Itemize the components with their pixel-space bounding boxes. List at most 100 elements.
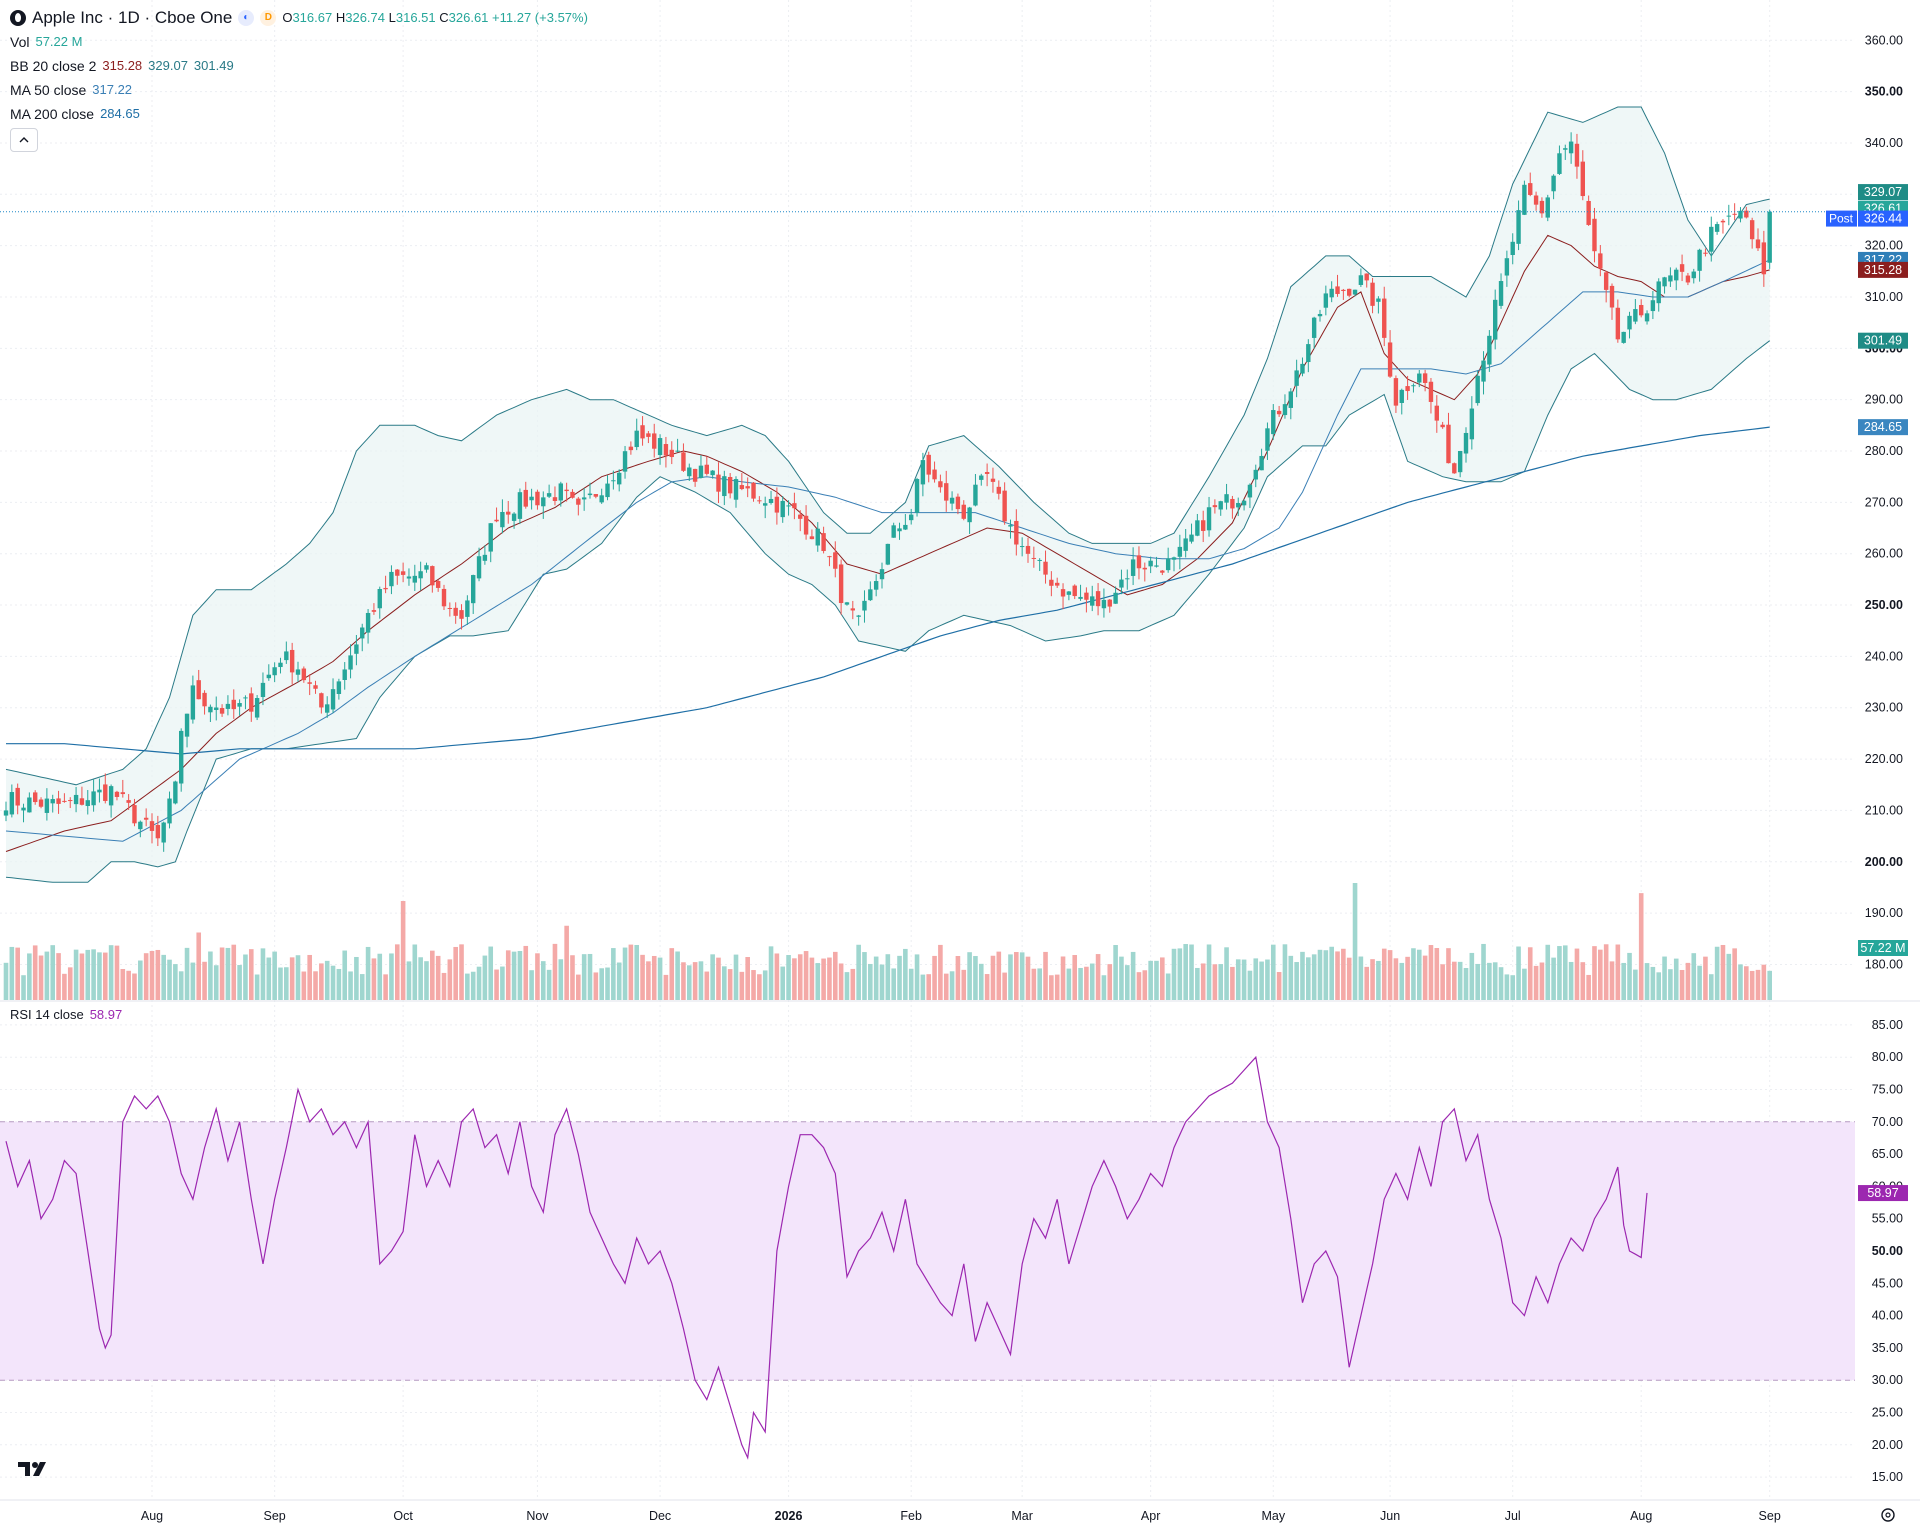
legend-collapse-button[interactable] — [10, 128, 38, 152]
volume-bar — [745, 957, 750, 1000]
volume-bar — [552, 943, 558, 1000]
volume-bar — [1562, 945, 1568, 1000]
price-tick-label: 320.00 — [1865, 239, 1903, 253]
legend-ma50[interactable]: MA 50 close 317.22 — [10, 78, 588, 102]
candle-body — [97, 789, 102, 793]
volume-bar — [272, 951, 277, 1000]
volume-bar — [284, 967, 289, 1000]
candle-body — [646, 433, 651, 437]
time-tick-label: Mar — [1011, 1509, 1033, 1523]
volume-bar — [844, 972, 850, 1000]
volume-bar — [1323, 950, 1329, 1000]
ma50-value: 317.22 — [92, 82, 133, 97]
volume-bar — [891, 968, 896, 1000]
settings-gear-icon[interactable] — [1881, 1508, 1895, 1522]
time-tick-label: Sep — [264, 1509, 286, 1523]
candle-body — [1592, 218, 1597, 252]
candle-body — [1621, 331, 1626, 343]
delayed-data-icon[interactable]: D — [260, 10, 277, 26]
candle-body — [1078, 596, 1083, 599]
volume-bar — [190, 962, 196, 1000]
volume-bar — [202, 961, 207, 1000]
volume-bar — [686, 965, 692, 1000]
volume-bar — [955, 955, 961, 1000]
candle-body — [1195, 520, 1200, 536]
volume-bar — [938, 944, 943, 1000]
volume-bar — [722, 966, 727, 1000]
candle-body — [909, 514, 914, 521]
candle-body — [360, 627, 365, 639]
legend-bb[interactable]: BB 20 close 2 315.28 329.07 301.49 — [10, 54, 588, 78]
candle-body — [1726, 215, 1731, 217]
legend-volume[interactable]: Vol 57.22 M — [10, 30, 588, 54]
volume-bar — [1703, 956, 1708, 1000]
candle-body — [1259, 455, 1264, 471]
candle-body — [354, 644, 359, 654]
volume-bar — [1749, 970, 1755, 1000]
volume-bar — [1124, 965, 1130, 1000]
volume-bar — [365, 946, 371, 1000]
volume-bar — [430, 950, 435, 1000]
candle-body — [500, 511, 505, 528]
volume-bar — [400, 901, 406, 1000]
candle-body — [73, 794, 79, 805]
volume-bar — [1685, 962, 1691, 1000]
volume-bar — [511, 951, 517, 1000]
volume-bar — [383, 974, 388, 1000]
volume-bar — [1206, 944, 1212, 1000]
candle-body — [1136, 555, 1142, 569]
candle-body — [383, 587, 388, 590]
legend-ma200[interactable]: MA 200 close 284.65 — [10, 102, 588, 126]
candle-body — [1206, 507, 1212, 531]
candle-body — [897, 528, 902, 532]
candle-body — [143, 817, 149, 820]
volume-bar — [1276, 972, 1282, 1000]
candle-body — [167, 798, 172, 824]
volume-bar — [1230, 966, 1235, 1000]
candle-body — [669, 449, 674, 458]
candle-body — [570, 491, 575, 498]
symbol-title[interactable]: Apple Inc · 1D · Cboe One — [32, 8, 233, 27]
candle-body — [400, 571, 406, 575]
candle-body — [727, 476, 733, 494]
volume-bar — [1720, 944, 1726, 1000]
candle-body — [284, 651, 289, 661]
tradingview-logo-icon[interactable] — [16, 1458, 50, 1480]
volume-bar — [354, 956, 359, 1000]
rsi-legend[interactable]: RSI 14 close 58.97 — [10, 1007, 122, 1022]
market-closed-icon[interactable]: ◐ — [238, 10, 255, 26]
volume-bar — [1376, 960, 1381, 1000]
candle-body — [1522, 184, 1527, 215]
volume-bar — [1165, 973, 1171, 1000]
candle-body — [768, 498, 774, 504]
volume-bar — [1043, 951, 1048, 1000]
candle-body — [1358, 275, 1364, 285]
volume-bar — [1498, 967, 1504, 1000]
low-label: L — [388, 10, 396, 25]
volume-bar — [1487, 962, 1492, 1000]
volume-bar — [1469, 952, 1475, 1000]
candle-body — [1218, 501, 1223, 510]
volume-bar — [1019, 952, 1025, 1000]
rsi-tick-label: 65.00 — [1872, 1147, 1903, 1161]
bb-upper-line — [5, 106, 1770, 786]
time-tick-label: 2026 — [775, 1509, 803, 1523]
volume-bar — [1364, 966, 1370, 1000]
candle-body — [1574, 143, 1580, 167]
candle-body — [1656, 281, 1661, 304]
volume-bar — [1633, 969, 1638, 1000]
candle-body — [1148, 560, 1153, 567]
volume-bar — [949, 971, 955, 1000]
candle-body — [1154, 565, 1159, 567]
volume-bar — [1673, 958, 1679, 1000]
candle-body — [336, 681, 342, 695]
volume-bar — [1078, 967, 1083, 1000]
candle-body — [1440, 424, 1445, 428]
volume-bar — [406, 961, 412, 1000]
candle-body — [1457, 450, 1463, 473]
volume-bar — [1352, 883, 1358, 1000]
candle-body — [733, 479, 739, 500]
volume-bar — [1434, 948, 1440, 1000]
price-label-box — [1858, 184, 1908, 201]
